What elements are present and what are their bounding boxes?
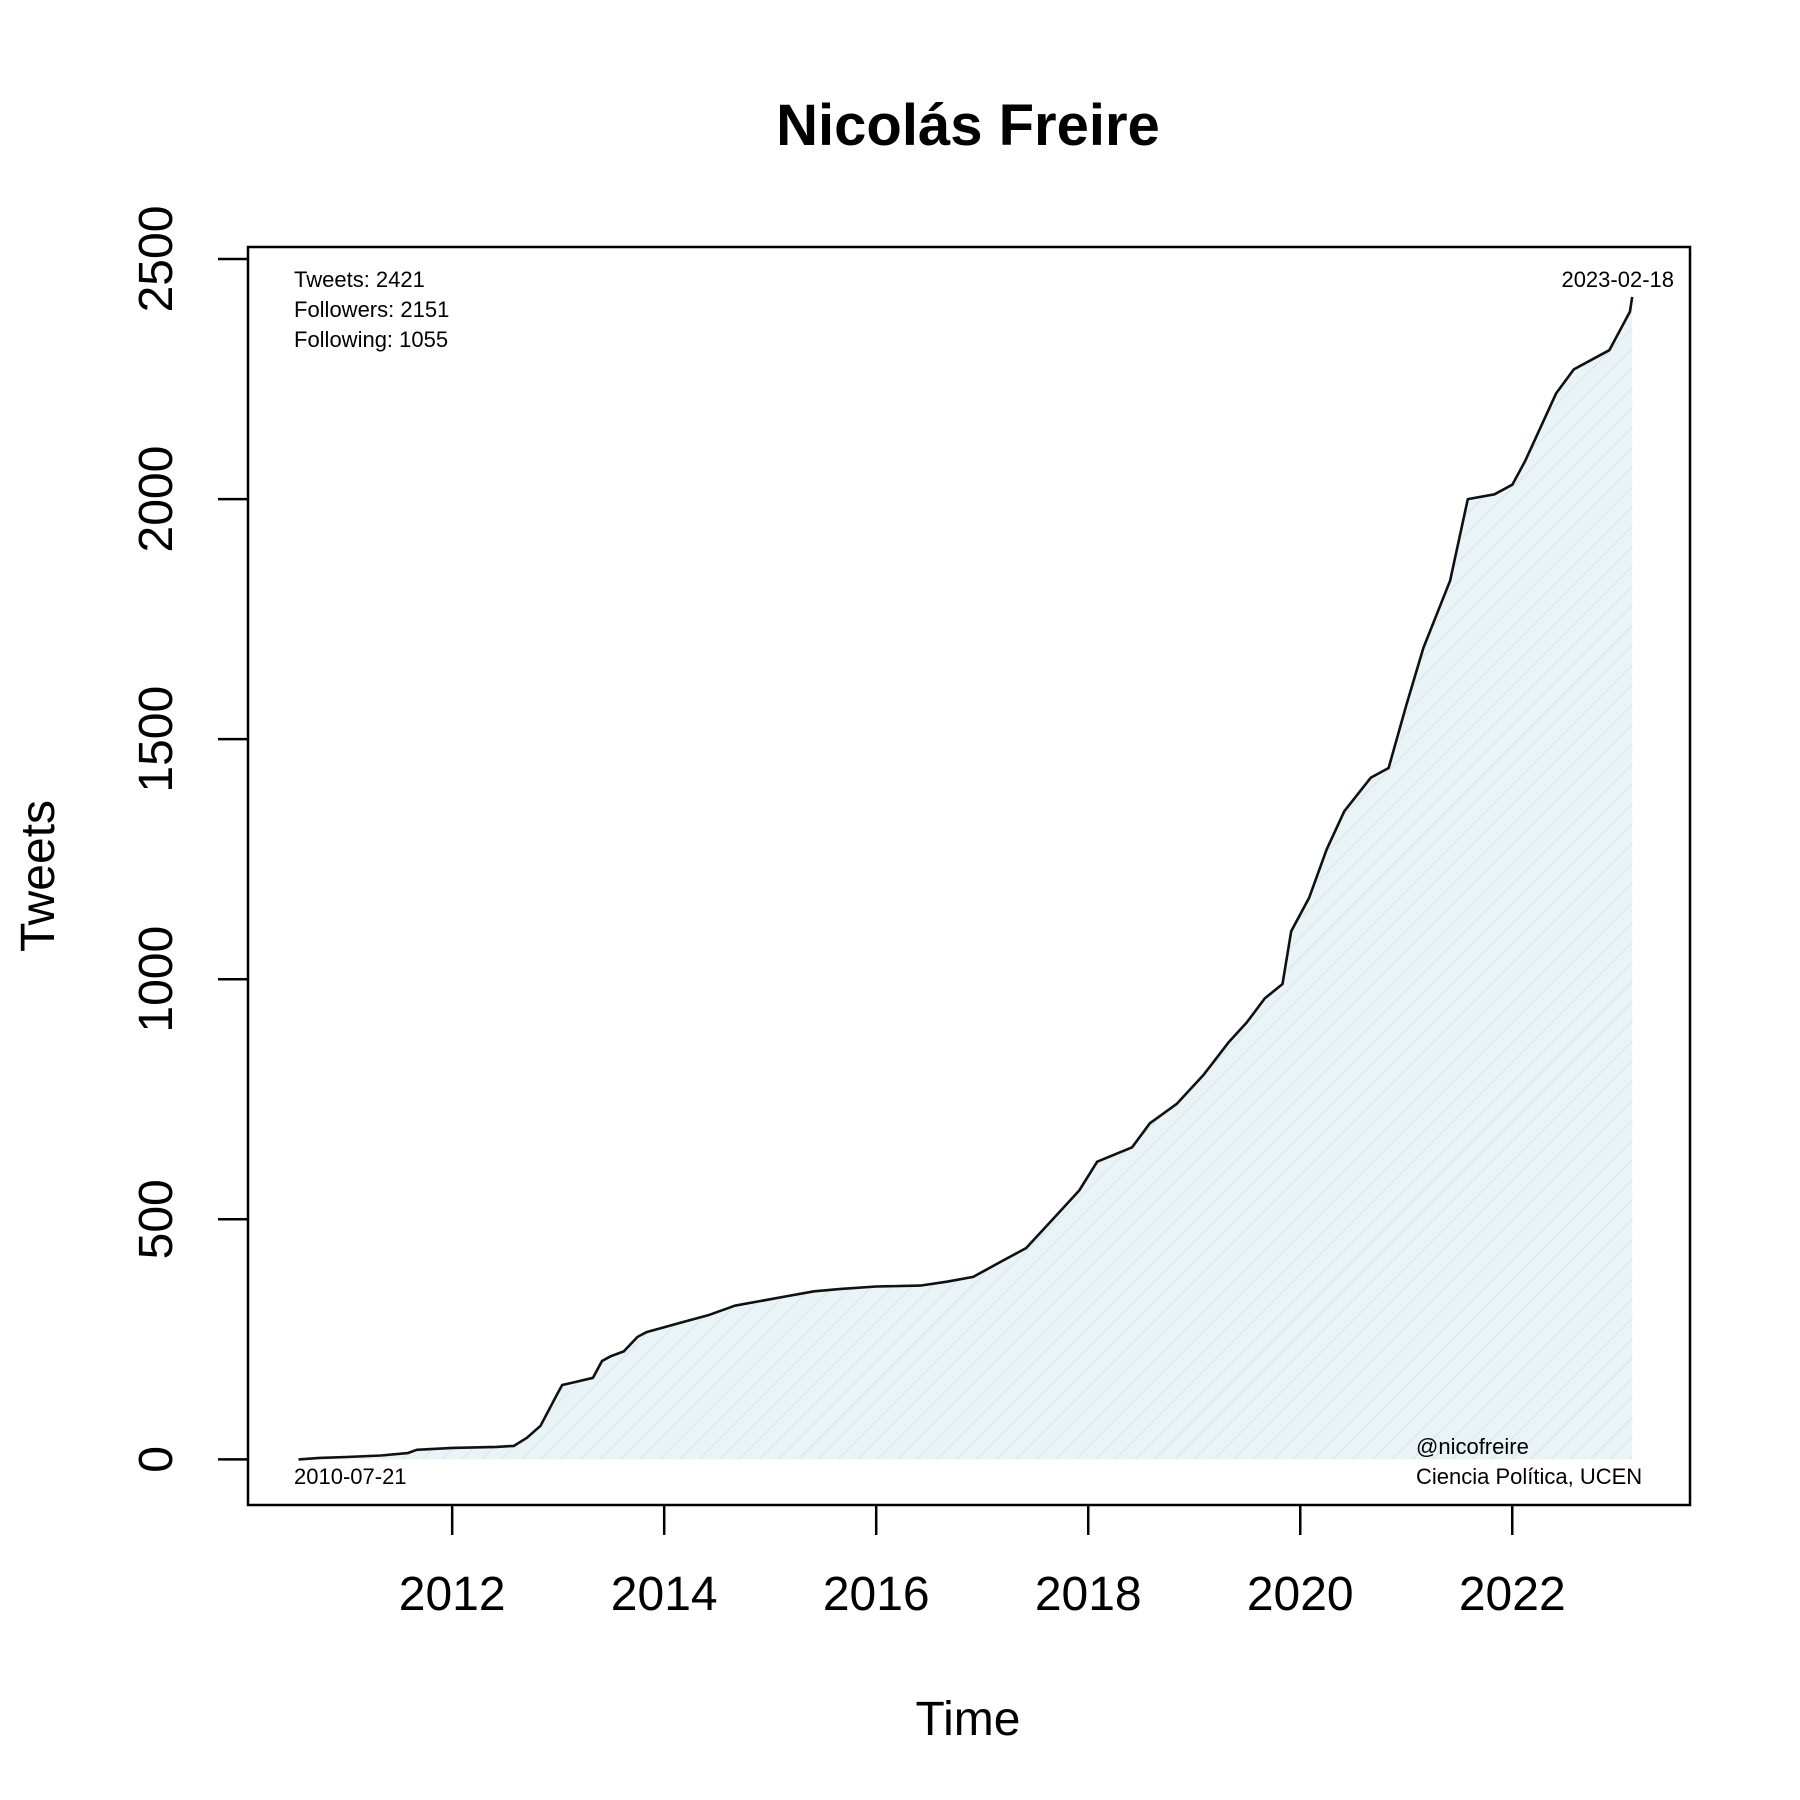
cumulative-tweets-area xyxy=(298,296,1633,1460)
y-axis: 0 500 1000 1500 2000 2500 xyxy=(130,206,248,1473)
stat-following: Following: 1055 xyxy=(294,327,448,352)
y-tick-label-0: 0 xyxy=(130,1446,183,1473)
series-line-layer xyxy=(298,296,1634,1461)
x-axis-label: Time xyxy=(916,1693,1021,1746)
x-tick-label-2012: 2012 xyxy=(399,1568,506,1621)
y-axis-label: Tweets xyxy=(12,800,65,952)
y-tick-label-2000: 2000 xyxy=(130,446,183,553)
x-tick-label-2018: 2018 xyxy=(1035,1568,1142,1621)
x-tick-label-2022: 2022 xyxy=(1459,1568,1566,1621)
y-tick-label-500: 500 xyxy=(130,1179,183,1259)
plot-frame xyxy=(246,245,1692,1507)
y-tick-label-1000: 1000 xyxy=(130,926,183,1033)
stat-followers: Followers: 2151 xyxy=(294,297,449,322)
x-axis: 2012 2014 2016 2018 2020 2022 xyxy=(399,1505,1566,1621)
area-fill-layer xyxy=(298,296,1633,1460)
author-handle: @nicofreire xyxy=(1416,1434,1529,1459)
chart-title: Nicolás Freire xyxy=(776,93,1160,158)
cumulative-tweets-line xyxy=(298,296,1634,1461)
y-tick-label-2500: 2500 xyxy=(130,206,183,313)
stat-tweets: Tweets: 2421 xyxy=(294,267,425,292)
x-tick-label-2016: 2016 xyxy=(823,1568,930,1621)
x-tick-label-2014: 2014 xyxy=(611,1568,718,1621)
y-tick-label-1500: 1500 xyxy=(130,686,183,793)
author-affiliation: Ciencia Política, UCEN xyxy=(1416,1464,1642,1489)
end-date-label: 2023-02-18 xyxy=(1561,267,1674,292)
start-date-label: 2010-07-21 xyxy=(294,1464,407,1489)
x-tick-label-2020: 2020 xyxy=(1247,1568,1354,1621)
